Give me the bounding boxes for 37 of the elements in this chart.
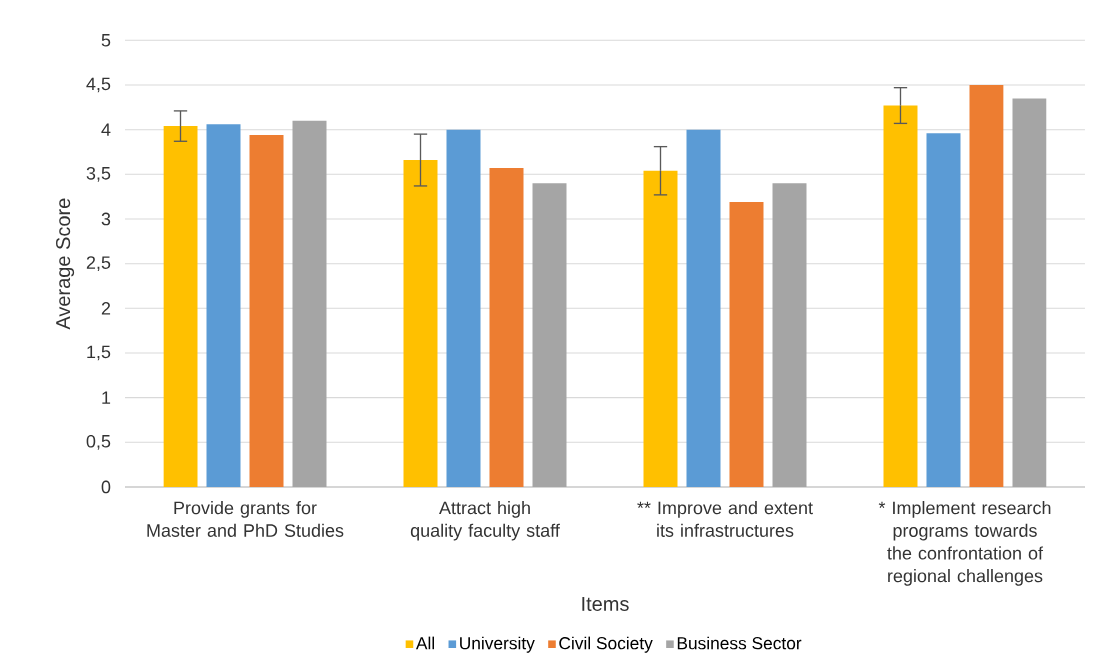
legend-label: University [460, 636, 535, 653]
bar [1012, 98, 1047, 487]
bar [643, 170, 678, 487]
bar [926, 133, 961, 487]
x-tick-label: * Implement research programs towards the confrontation of regional challenges [878, 501, 1051, 586]
bar [686, 129, 721, 487]
bar [163, 126, 198, 487]
bar [969, 84, 1004, 487]
legend-label: Business Sector [677, 636, 802, 650]
bar [292, 120, 327, 487]
y-tick-label: 4,5 [86, 77, 111, 93]
y-tick-label: 3,5 [86, 166, 111, 182]
bar [532, 183, 567, 487]
y-tick-label: 0 [101, 480, 111, 494]
bar [249, 135, 284, 487]
bar [489, 168, 524, 487]
bar [772, 183, 807, 487]
bar [446, 129, 481, 487]
bar [403, 160, 438, 487]
x-tick-label: Provide grants for Master and PhD Studies [147, 501, 344, 537]
bar [206, 124, 241, 487]
y-tick-label: 1,5 [87, 345, 111, 361]
x-tick-label: Attract high quality faculty staff [410, 501, 560, 541]
bar [729, 202, 764, 487]
legend-label: Civil Society [559, 636, 653, 653]
bar [883, 105, 918, 487]
y-axis-title: Average Score [56, 198, 75, 330]
y-tick-label: 4 [101, 123, 111, 136]
x-axis-title: Items [582, 597, 629, 611]
y-tick-label: 2,5 [86, 256, 111, 272]
x-tick-label: ** Improve and extent its infrastructures [637, 501, 813, 537]
y-tick-label: 5 [101, 34, 111, 47]
y-tick-label: 3 [101, 212, 111, 226]
legend-label: All [415, 636, 435, 650]
y-tick-label: 2 [101, 302, 111, 315]
y-tick-label: 1 [102, 391, 111, 404]
y-tick-label: 0,5 [86, 434, 111, 450]
